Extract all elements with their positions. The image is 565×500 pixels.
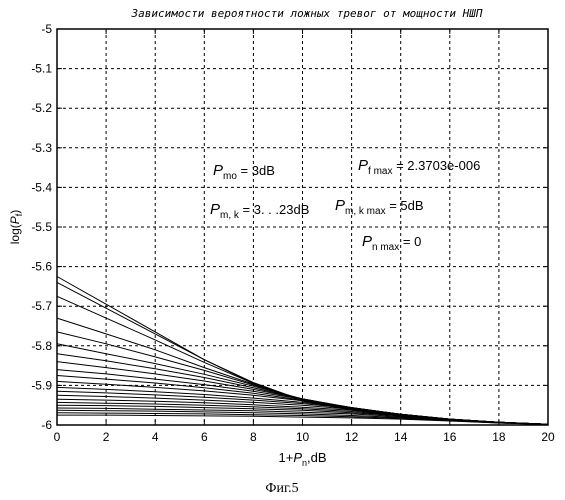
annotation-pmk: Pm, k = 3. . .23dB xyxy=(210,201,309,221)
annotations: Pmo = 3dB Pf max = 2.3703e-006 Pm, k = 3. … xyxy=(210,157,480,253)
y-tick-label: -5.8 xyxy=(31,339,52,353)
x-tick-label: 8 xyxy=(250,430,257,444)
series-group xyxy=(57,277,548,425)
x-tick-label: 20 xyxy=(541,430,555,444)
annotation-pfmax: Pf max = 2.3703e-006 xyxy=(358,157,480,177)
x-tick-label: 4 xyxy=(152,430,159,444)
x-tick-label: 12 xyxy=(345,430,359,444)
y-tick-label: -5.9 xyxy=(31,378,52,392)
y-tick-label: -5 xyxy=(41,22,52,36)
y-tick-label: -5.7 xyxy=(31,299,52,313)
ticks: 0 2 4 6 8 10 12 14 16 18 20 -5 -5.1 -5.2 -5.3 -5.4 -5.5 -… xyxy=(31,22,555,444)
y-axis-label-group: log(Pf) xyxy=(8,210,24,245)
grid xyxy=(57,29,548,425)
y-tick-label: -5.2 xyxy=(31,101,52,115)
chart-title: Зависимости вероятности ложных тревог от… xyxy=(131,7,483,20)
x-tick-label: 16 xyxy=(443,430,457,444)
annotation-pmkmax: Pm, k max = 5dB xyxy=(335,197,424,217)
y-tick-label: -6 xyxy=(41,418,52,432)
figure-caption: Фиг.5 xyxy=(265,481,298,496)
y-tick-label: -5.5 xyxy=(31,220,52,234)
annotation-pmo: Pmo = 3dB xyxy=(213,162,275,182)
y-tick-label: -5.4 xyxy=(31,180,52,194)
x-tick-label: 18 xyxy=(492,430,506,444)
x-tick-label: 2 xyxy=(103,430,110,444)
x-tick-label: 10 xyxy=(296,430,310,444)
x-axis-label-group: 1+Pn,dB xyxy=(278,450,326,468)
annotation-pnmax: Pn max = 0 xyxy=(362,233,421,253)
x-tick-label: 6 xyxy=(201,430,208,444)
y-axis-label: log(Pf) xyxy=(8,210,24,245)
x-tick-label: 14 xyxy=(394,430,408,444)
y-tick-label: -5.3 xyxy=(31,141,52,155)
x-tick-label: 0 xyxy=(54,430,61,444)
y-tick-label: -5.6 xyxy=(31,260,52,274)
x-axis-label: 1+Pn,dB xyxy=(278,450,326,468)
y-tick-label: -5.1 xyxy=(31,62,52,76)
